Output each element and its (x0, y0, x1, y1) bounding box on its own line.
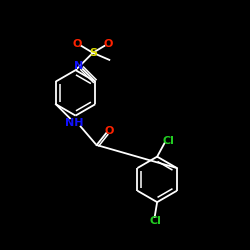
Text: NH: NH (65, 118, 84, 128)
Text: O: O (104, 39, 113, 49)
Text: O: O (72, 39, 82, 49)
Text: Cl: Cl (150, 216, 162, 226)
Text: O: O (105, 126, 114, 136)
Text: N: N (74, 61, 83, 71)
Text: S: S (89, 48, 97, 58)
Text: Cl: Cl (162, 136, 174, 145)
